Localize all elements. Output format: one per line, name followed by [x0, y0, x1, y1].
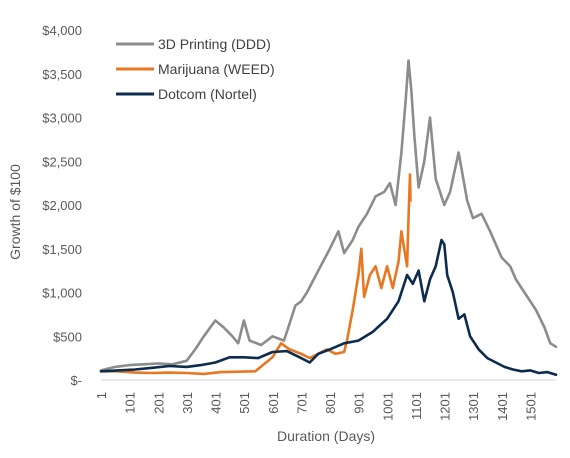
- x-tick-label: 1101: [409, 392, 424, 420]
- series-line-2: [99, 238, 558, 377]
- series-line-0: [99, 59, 558, 372]
- series-lines: [99, 59, 558, 377]
- y-tick-label: $2,500: [42, 154, 82, 169]
- y-tick-label: $1,500: [42, 242, 82, 257]
- x-tick-label: 1401: [495, 392, 510, 421]
- x-axis-title: Duration (Days): [277, 428, 375, 444]
- x-tick-label: 301: [180, 392, 195, 414]
- legend-label: 3D Printing (DDD): [158, 36, 271, 52]
- y-tick-label: $500: [53, 329, 82, 344]
- legend: 3D Printing (DDD) Marijuana (WEED) Dotcom …: [116, 36, 275, 102]
- y-axis-ticks: $- $500 $1,000 $1,500 $2,000 $2,500 $3,000 $3,5…: [42, 23, 82, 388]
- x-tick-label: 701: [294, 392, 309, 414]
- x-tick-label: 1: [94, 392, 109, 399]
- x-tick-label: 901: [352, 392, 367, 414]
- x-tick-label: 601: [266, 392, 281, 414]
- x-tick-label: 1201: [438, 392, 453, 421]
- y-tick-label: $3,500: [42, 67, 82, 82]
- y-tick-label: $4,000: [42, 23, 82, 38]
- x-axis-ticks: 1 101 201 301 401 501 601 701 801 901 1001 1101 1201…: [94, 392, 539, 421]
- y-tick-label: $1,000: [42, 286, 82, 301]
- y-axis-title: Growth of $100: [7, 164, 23, 260]
- y-tick-label: $3,000: [42, 111, 82, 126]
- y-tick-label: $2,000: [42, 198, 82, 213]
- legend-label: Dotcom (Nortel): [158, 86, 257, 102]
- series-line-1: [99, 173, 412, 376]
- x-tick-label: 1001: [380, 392, 395, 421]
- x-tick-label: 1301: [466, 392, 481, 421]
- x-tick-label: 501: [237, 392, 252, 414]
- y-tick-label: $-: [70, 373, 82, 388]
- x-tick-label: 801: [323, 392, 338, 414]
- x-tick-label: 1501: [524, 392, 539, 421]
- x-tick-label: 101: [123, 392, 138, 414]
- x-tick-label: 401: [209, 392, 224, 414]
- legend-label: Marijuana (WEED): [158, 61, 275, 77]
- x-tick-label: 201: [151, 392, 166, 414]
